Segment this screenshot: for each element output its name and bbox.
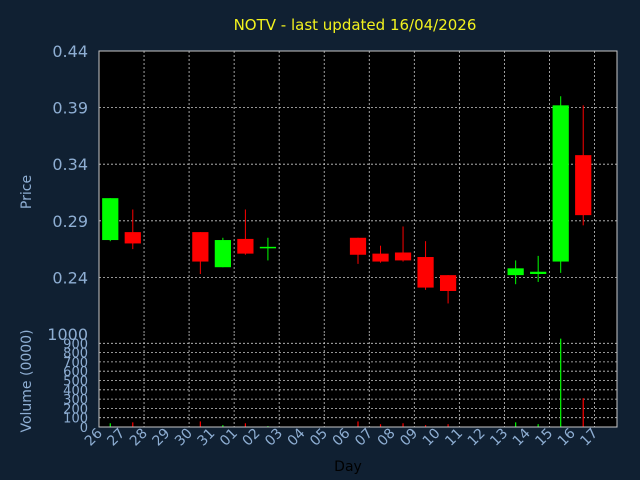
volume-y-tick-label: 100 [63, 412, 88, 427]
candle-body-down [575, 155, 592, 216]
x-tick-label: 16 [555, 425, 579, 449]
candle-body-down [372, 253, 389, 262]
candle-body-up [530, 271, 547, 275]
x-tick-label: 04 [285, 425, 309, 449]
candle-body-down [394, 252, 412, 261]
plot-border [98, 50, 618, 428]
x-tick-label: 07 [352, 426, 376, 450]
candle-body-down [349, 237, 367, 255]
x-tick-label: 14 [510, 425, 534, 449]
x-tick-label: 13 [487, 426, 511, 450]
x-axis-title: Day [334, 459, 362, 475]
candle-body-down [124, 232, 141, 244]
x-tick-label: 11 [442, 426, 466, 450]
candle-body-up [507, 268, 524, 276]
x-tick-label: 08 [375, 426, 399, 450]
price-y-tick-label: 0.29 [52, 212, 88, 231]
volume-y-tick-label: 0 [80, 421, 88, 436]
x-tick-label: 30 [172, 426, 196, 450]
volume-y-tick-label: 600 [63, 365, 88, 380]
volume-y-tick-label: 500 [63, 375, 88, 390]
candle-body-down [192, 232, 209, 262]
x-tick-label: 29 [149, 426, 173, 450]
price-grid [99, 51, 617, 334]
x-tick-label: 12 [465, 426, 489, 450]
candle-body-up [214, 240, 231, 268]
price-y-tick-label: 0.44 [52, 42, 88, 61]
price-y-tick-label: 0.34 [52, 155, 88, 174]
x-tick-label: 31 [195, 426, 219, 450]
candle-body-up [102, 198, 119, 241]
x-tick-label: 01 [217, 426, 241, 450]
volume-y-tick-label: 800 [63, 347, 88, 362]
x-tick-label: 28 [127, 426, 151, 450]
candle-body-down [417, 257, 434, 288]
candles [102, 96, 592, 304]
candle-body-up [552, 105, 569, 262]
volume-y-tick-label: 400 [63, 384, 88, 399]
x-tick-label: 09 [397, 426, 421, 450]
volume-axis-title: Volume (0000) [19, 329, 35, 432]
x-tick-label: 06 [330, 425, 354, 449]
volume-y-tick-label: 700 [63, 356, 88, 371]
x-ticks: 2627282930310102030405060708091011121314… [82, 425, 601, 449]
candle-body-down [439, 275, 457, 291]
candle-body-up [259, 246, 277, 249]
volume-y-tick-label: 300 [63, 393, 88, 408]
price-axis-title: Price [19, 175, 35, 209]
x-tick-label: 03 [262, 426, 286, 450]
price-plot-area [99, 51, 617, 334]
x-tick-label: 10 [420, 426, 444, 450]
volume-grid [99, 334, 617, 427]
volume-y-tick-label: 900 [63, 337, 88, 352]
volume-plot-area [99, 334, 617, 427]
x-tick-label: 17 [577, 426, 601, 450]
x-tick-label: 02 [240, 426, 264, 450]
x-tick-label: 15 [532, 426, 556, 450]
chart-title: NOTV - last updated 16/04/2026 [234, 16, 477, 34]
volume-y-tick-label: 200 [63, 402, 88, 417]
x-tick-label: 27 [104, 426, 128, 450]
x-tick-label: 05 [307, 426, 331, 450]
price-y-ticks: 0.44 0.39 0.34 0.29 0.24 [52, 42, 88, 287]
candle-body-down [237, 238, 254, 254]
price-y-tick-label: 0.24 [52, 268, 88, 287]
price-y-tick-label: 0.39 [52, 99, 88, 118]
volume-y-tick-label: 1000 [47, 325, 88, 344]
